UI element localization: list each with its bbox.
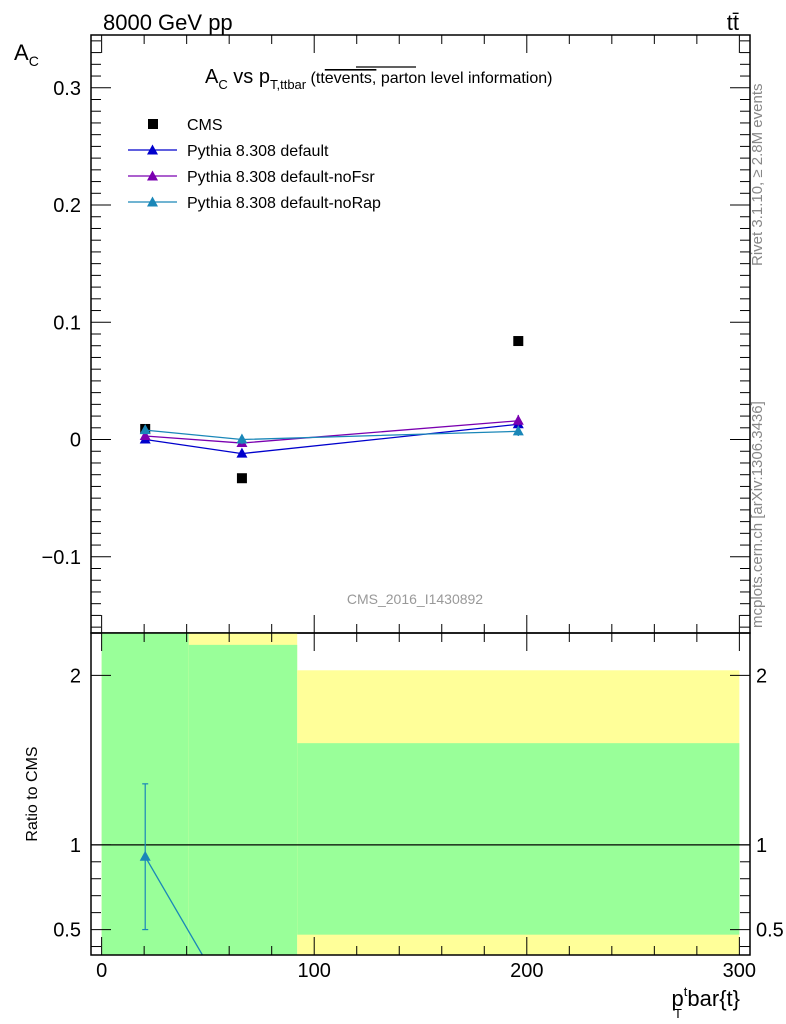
xlabel-p: p: [672, 986, 684, 1011]
title-over: events,: [325, 70, 377, 87]
main-ytick-label: 0.1: [53, 312, 81, 334]
band-green: [297, 743, 740, 935]
mc-point-3: [139, 424, 151, 435]
main-ytick-label: 0.3: [53, 78, 81, 100]
legend-item-default: Pythia 8.308 default: [128, 143, 329, 160]
ratio-series: [139, 783, 247, 1024]
ratio-ytick-label-right: 0.5: [756, 920, 784, 942]
cms-point: [236, 473, 247, 484]
main-ticks: [91, 35, 750, 633]
legend-label-default: Pythia 8.308 default: [187, 143, 329, 160]
main-ylabel-sub: C: [29, 53, 39, 69]
main-series: [139, 336, 524, 484]
main-ytick-label: 0.2: [53, 195, 81, 217]
ratio-ytick-label-right: 1: [756, 835, 767, 857]
watermark: CMS_2016_I1430892: [347, 591, 483, 607]
rivet-label: Rivet 3.1.10, ≥ 2.8M events: [749, 84, 766, 267]
legend-label-norap: Pythia 8.308 default-noRap: [187, 195, 381, 212]
title-p-sub: T,ttbar: [270, 77, 307, 92]
mcplots-label: mcplots.cern.ch [arXiv:1306.3436]: [749, 401, 766, 628]
ratio-ytick-label-right: 2: [756, 665, 767, 687]
ratio-bands: [91, 633, 750, 955]
ratio-tick-labels: 0.5 0.5 1 1 2 2 0 100 200 300: [53, 665, 784, 982]
ratio-xtick-label: 100: [298, 960, 331, 982]
title-vs: vs p: [228, 66, 270, 88]
main-ylabel: AC: [14, 40, 39, 69]
energy-label: 8000 GeV pp: [103, 10, 233, 35]
mc-point-3: [512, 425, 524, 436]
cms-point: [513, 336, 524, 347]
main-ytick-label: −0.1: [42, 547, 81, 569]
legend-label-nofsr: Pythia 8.308 default-noFsr: [187, 169, 375, 186]
title-paren: (: [306, 70, 316, 87]
legend-marker-default: [147, 144, 158, 155]
title-a-sub: C: [218, 77, 227, 92]
legend-marker-norap: [147, 196, 158, 207]
ratio-point: [139, 850, 151, 861]
main-ytick-label: 0: [70, 430, 81, 452]
ratio-panel: 0.5 0.5 1 1 2 2 0 100 200 300: [53, 632, 784, 1024]
legend-item-norap: Pythia 8.308 default-noRap: [128, 195, 381, 212]
mc-point-2: [139, 430, 151, 441]
mc-point-3: [236, 433, 248, 444]
title-tt: tt: [316, 70, 325, 87]
ratio-ytick-label-left: 0.5: [53, 920, 81, 942]
legend-marker-nofsr: [147, 170, 158, 181]
ratio-ticks: [91, 633, 750, 955]
xlabel-sup: t: [684, 984, 688, 999]
xlabel-rest: bar{t}: [687, 986, 740, 1011]
xlabel-sub: T: [674, 1006, 682, 1021]
legend-marker-cms: [148, 119, 158, 129]
series-line-2: [145, 420, 519, 444]
series-line-3: [145, 429, 519, 441]
process-label: tt̄: [727, 10, 739, 35]
ratio-xtick-label: 0: [96, 960, 107, 982]
title-a: A: [205, 66, 219, 88]
main-title: AC vs pT,ttbar (ttevents, parton level i…: [205, 66, 552, 92]
ratio-ylabel: Ratio to CMS: [24, 746, 41, 841]
ratio-ytick-label-left: 1: [70, 835, 81, 857]
mc-point-2: [512, 414, 524, 425]
ratio-point: [236, 1017, 247, 1024]
legend-label-cms: CMS: [187, 117, 223, 134]
band-green: [188, 644, 298, 955]
series-line-1: [145, 423, 519, 455]
legend-item-cms: CMS: [148, 117, 223, 134]
ratio-xtick-label: 200: [510, 960, 543, 982]
ratio-xlabel: ptbar{t}: [672, 984, 740, 1011]
main-panel: −0.1 0 0.1 0.2 0.3 CMS_2016_I1430892: [42, 34, 751, 634]
mc-point-1: [236, 447, 248, 458]
legend: CMS Pythia 8.308 default Pythia 8.308 de…: [128, 117, 381, 212]
ratio-xtick-label: 300: [723, 960, 756, 982]
legend-item-nofsr: Pythia 8.308 default-noFsr: [128, 169, 375, 186]
main-tick-labels: −0.1 0 0.1 0.2 0.3: [42, 78, 81, 569]
main-ylabel-text: A: [14, 40, 29, 65]
title-rest: parton level information): [376, 70, 552, 87]
ratio-ytick-label-left: 2: [70, 665, 81, 687]
ratio-line-0: [144, 856, 204, 955]
ratio-frame: [90, 632, 751, 956]
